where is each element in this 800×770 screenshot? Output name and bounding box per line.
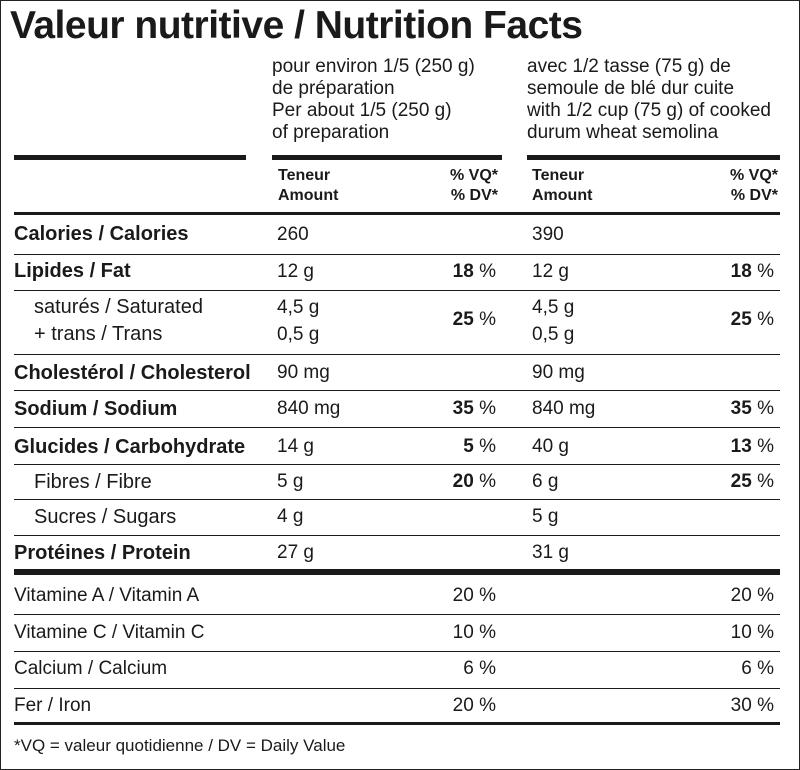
nutrient-label: Sucres / Sugars: [34, 506, 177, 528]
dv-value: 10 %: [452, 622, 496, 643]
amount-header: Teneur Amount: [278, 167, 339, 204]
amount-value: 40 g: [532, 436, 569, 457]
amount-value: 260: [277, 224, 309, 245]
row-separator: [14, 427, 780, 428]
nutrient-label: Cholestérol / Cholesterol: [14, 362, 251, 384]
dv-header: % VQ* % DV*: [449, 167, 498, 204]
dv-value: 20 %: [730, 585, 774, 606]
amount-value: 27 g: [277, 542, 314, 563]
amount-value: 90 mg: [532, 362, 585, 383]
amount-header: Teneur Amount: [532, 167, 593, 204]
row-separator: [14, 651, 780, 652]
dv-value: 13 %: [730, 436, 774, 457]
dv-value: 25 %: [452, 309, 496, 330]
panel-title: Valeur nutritive / Nutrition Facts: [10, 4, 583, 47]
row-separator: [14, 254, 780, 255]
vitamin-bar: [14, 569, 780, 575]
row-separator: [14, 390, 780, 391]
amount-value: 14 g: [277, 436, 314, 457]
amount-value: 5 g: [532, 506, 559, 527]
column-1-heading: pour environ 1/5 (250 g) de préparation …: [272, 56, 475, 143]
footnote: *VQ = valeur quotidienne / DV = Daily Va…: [14, 736, 346, 755]
dv-value: 10 %: [730, 622, 774, 643]
amount-value: 12 g: [277, 261, 314, 282]
nutrient-label: Glucides / Carbohydrate: [14, 436, 246, 458]
amount-value: 4,5 g 0,5 g: [532, 297, 575, 345]
row-separator: [14, 354, 780, 355]
column-2-heading: avec 1/2 tasse (75 g) de semoule de blé …: [527, 56, 771, 143]
nutrient-label: saturés / Saturated + trans / Trans: [34, 296, 203, 345]
dv-value: 18 %: [452, 261, 496, 282]
amount-value: 31 g: [532, 542, 569, 563]
dv-value: 20 %: [452, 585, 496, 606]
dv-value: 35 %: [452, 398, 496, 419]
amount-value: 12 g: [532, 261, 569, 282]
nutrient-label: Protéines / Protein: [14, 542, 191, 564]
dv-value: 20 %: [452, 695, 496, 716]
nutrient-label: Fibres / Fibre: [34, 471, 152, 493]
dv-value: 25 %: [730, 309, 774, 330]
vitamin-label: Vitamine A / Vitamin A: [14, 585, 200, 606]
row-separator: [14, 688, 780, 689]
dv-value: 18 %: [730, 261, 774, 282]
dv-value: 6 %: [463, 658, 496, 679]
dv-header: % VQ* % DV*: [729, 167, 778, 204]
amount-value: 4 g: [277, 506, 304, 527]
heading-bar: [14, 155, 246, 160]
header-rule: [14, 212, 780, 215]
footer-bar: [14, 722, 780, 725]
heading-bar: [272, 155, 502, 160]
amount-value: 390: [532, 224, 564, 245]
nutrient-label: Lipides / Fat: [14, 260, 131, 282]
row-separator: [14, 290, 780, 291]
amount-value: 4,5 g 0,5 g: [277, 297, 320, 345]
dv-value: 20 %: [452, 471, 496, 492]
dv-value: 30 %: [730, 695, 774, 716]
vitamin-label: Fer / Iron: [14, 695, 92, 716]
amount-value: 6 g: [532, 471, 559, 492]
vitamin-label: Calcium / Calcium: [14, 658, 168, 679]
dv-value: 25 %: [730, 471, 774, 492]
row-separator: [14, 535, 780, 536]
amount-value: 840 mg: [277, 398, 341, 419]
amount-value: 840 mg: [532, 398, 596, 419]
amount-value: 5 g: [277, 471, 304, 492]
dv-value: 5 %: [463, 436, 496, 457]
heading-bar: [527, 155, 780, 160]
amount-value: 90 mg: [277, 362, 330, 383]
nutrient-label: Calories / Calories: [14, 223, 189, 245]
dv-value: 35 %: [730, 398, 774, 419]
row-separator: [14, 614, 780, 615]
row-separator: [14, 499, 780, 500]
row-separator: [14, 464, 780, 465]
nutrient-label: Sodium / Sodium: [14, 398, 178, 420]
vitamin-label: Vitamine C / Vitamin C: [14, 622, 205, 643]
dv-value: 6 %: [741, 658, 774, 679]
